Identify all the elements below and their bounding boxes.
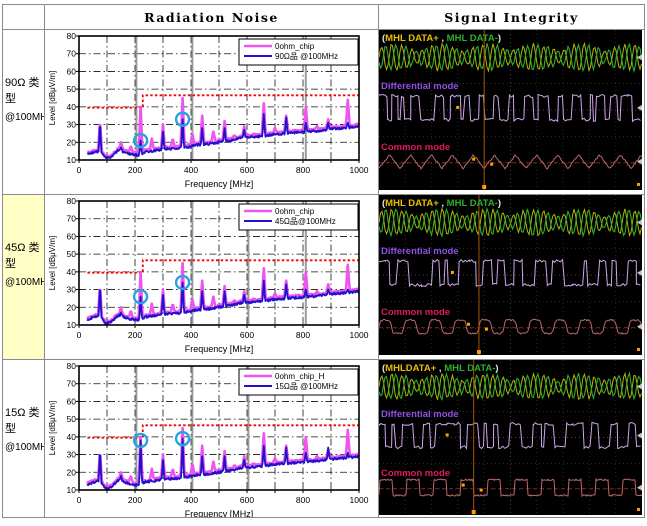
row-label-15ohm: 15Ω 类型 @100MHz — [3, 360, 45, 517]
svg-text:80: 80 — [67, 362, 77, 371]
svg-text:Differential mode: Differential mode — [381, 81, 459, 92]
signal-scope-15ohm: (MHLDATA+ , MHL DATA-) Differential mode C… — [379, 360, 644, 517]
signal-scope-45ohm: (MHL DATA+ , MHL DATA-) Differential mode… — [379, 195, 644, 360]
svg-text:(MHL DATA+ , MHL DATA-): (MHL DATA+ , MHL DATA-) — [382, 33, 501, 44]
svg-text:20: 20 — [67, 302, 77, 312]
impedance-freq-90: @100MHz — [5, 111, 44, 123]
svg-text:10: 10 — [67, 485, 77, 495]
svg-text:0ohm_chip_H: 0ohm_chip_H — [275, 372, 325, 381]
svg-text:Frequency [MHz]: Frequency [MHz] — [185, 509, 254, 517]
svg-text:0: 0 — [77, 165, 82, 175]
corner-cell — [3, 5, 45, 30]
svg-text:0ohm_chip: 0ohm_chip — [275, 207, 315, 216]
svg-text:50: 50 — [67, 249, 77, 259]
svg-text:(MHLDATA+ , MHL DATA-): (MHLDATA+ , MHL DATA-) — [382, 363, 499, 374]
svg-text:50: 50 — [67, 84, 77, 94]
svg-text:0: 0 — [77, 495, 82, 505]
signal-scope-90ohm: (MHL DATA+ , MHL DATA-) Differential mode… — [379, 30, 644, 195]
svg-text:1000: 1000 — [350, 330, 369, 340]
svg-text:400: 400 — [184, 495, 198, 505]
svg-text:Frequency [MHz]: Frequency [MHz] — [185, 344, 254, 354]
svg-text:45Ω品@100MHz: 45Ω品@100MHz — [275, 217, 336, 226]
svg-text:10: 10 — [67, 155, 77, 165]
svg-text:Common mode: Common mode — [381, 142, 450, 153]
svg-text:200: 200 — [128, 165, 142, 175]
svg-text:0: 0 — [77, 330, 82, 340]
svg-text:30: 30 — [67, 285, 77, 295]
svg-text:40: 40 — [67, 432, 77, 442]
svg-text:400: 400 — [184, 165, 198, 175]
svg-text:30: 30 — [67, 120, 77, 130]
svg-text:70: 70 — [67, 214, 77, 224]
svg-text:15Ω品 @100MHz: 15Ω品 @100MHz — [275, 382, 338, 391]
svg-text:20: 20 — [67, 137, 77, 147]
impedance-type-45: 45Ω 类型 — [5, 242, 40, 270]
svg-text:Differential mode: Differential mode — [381, 409, 459, 420]
svg-text:600: 600 — [240, 330, 254, 340]
svg-text:800: 800 — [296, 165, 310, 175]
svg-text:Level [dBμV/m]: Level [dBμV/m] — [48, 401, 57, 455]
svg-text:30: 30 — [67, 450, 77, 460]
svg-text:70: 70 — [67, 49, 77, 59]
svg-text:80: 80 — [67, 32, 77, 41]
impedance-freq-15: @100MHz — [5, 441, 44, 453]
svg-text:800: 800 — [296, 495, 310, 505]
comparison-table: Radiation Noise Signal Integrity 90Ω 类型 … — [2, 4, 645, 518]
svg-text:Common mode: Common mode — [381, 307, 450, 318]
row-label-90ohm: 90Ω 类型 @100MHz — [3, 30, 45, 195]
impedance-type-90: 90Ω 类型 — [5, 77, 40, 105]
svg-text:1000: 1000 — [350, 165, 369, 175]
svg-text:800: 800 — [296, 330, 310, 340]
row-label-45ohm: 45Ω 类型 @100MHz — [3, 195, 45, 360]
svg-text:Common mode: Common mode — [381, 468, 450, 479]
svg-text:80: 80 — [67, 197, 77, 206]
radiation-chart-90ohm: 10 20 30 40 50 60 70 80 0 200 400 600 800 1000 Level [… — [45, 30, 379, 195]
svg-text:60: 60 — [67, 396, 77, 406]
svg-text:600: 600 — [240, 495, 254, 505]
svg-text:20: 20 — [67, 467, 77, 477]
svg-text:Differential mode: Differential mode — [381, 246, 459, 257]
svg-text:Frequency [MHz]: Frequency [MHz] — [185, 179, 254, 189]
radiation-chart-45ohm: 10 20 30 40 50 60 70 80 0 200 400 600 800 1000 Level [… — [45, 195, 379, 360]
svg-text:50: 50 — [67, 414, 77, 424]
radiation-chart-15ohm: 10 20 30 40 50 60 70 80 0 200 400 600 800 1000 Level [… — [45, 360, 379, 517]
svg-text:400: 400 — [184, 330, 198, 340]
svg-text:600: 600 — [240, 165, 254, 175]
impedance-freq-45: @100MHz — [5, 276, 44, 288]
impedance-type-15: 15Ω 类型 — [5, 407, 40, 435]
svg-text:40: 40 — [67, 267, 77, 277]
svg-text:0ohm_chip: 0ohm_chip — [275, 42, 315, 51]
svg-text:90Ω品 @100MHz: 90Ω品 @100MHz — [275, 52, 338, 61]
svg-text:Level [dBμV/m]: Level [dBμV/m] — [48, 71, 57, 125]
svg-text:200: 200 — [128, 330, 142, 340]
svg-text:70: 70 — [67, 379, 77, 389]
radiation-noise-header: Radiation Noise — [45, 5, 379, 30]
svg-text:10: 10 — [67, 320, 77, 330]
svg-text:200: 200 — [128, 495, 142, 505]
signal-integrity-header: Signal Integrity — [379, 5, 644, 30]
svg-text:(MHL DATA+ , MHL DATA-): (MHL DATA+ , MHL DATA-) — [382, 198, 501, 209]
svg-text:Level [dBμV/m]: Level [dBμV/m] — [48, 236, 57, 290]
svg-text:60: 60 — [67, 231, 77, 241]
svg-text:40: 40 — [67, 102, 77, 112]
svg-text:60: 60 — [67, 66, 77, 76]
svg-text:1000: 1000 — [350, 495, 369, 505]
